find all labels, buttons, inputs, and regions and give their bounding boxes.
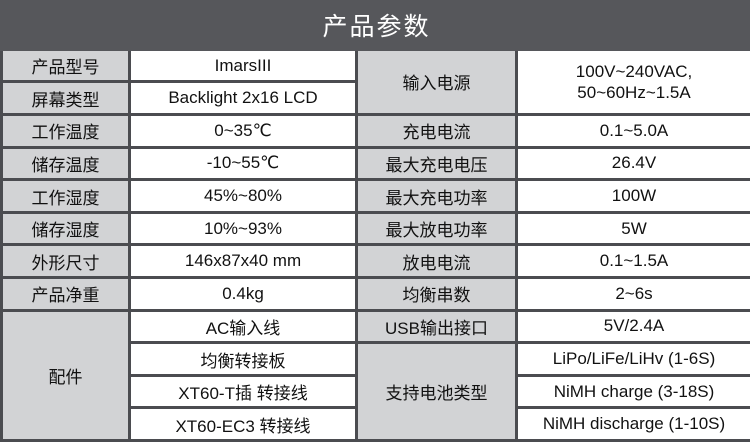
cell-xt60-t-adapter-value: XT60-T插 转接线	[128, 373, 358, 410]
cell-max-charge-power-value: 100W	[514, 178, 750, 214]
cell-xt60-ec3-adapter-value: XT60-EC3 转接线	[128, 406, 358, 442]
cell-charge-current-value: 0.1~5.0A	[514, 113, 750, 149]
cell-storage-temp-value: -10~55℃	[128, 145, 358, 182]
cell-storage-temp-label: 储存温度	[0, 145, 131, 182]
table-row: XT60-EC3 转接线 NiMH discharge (1-10S)	[2, 406, 750, 442]
cell-screen-type-label: 屏幕类型	[0, 80, 131, 117]
page-title: 产品参数	[0, 0, 750, 51]
cell-discharge-current-value: 0.1~1.5A	[514, 243, 750, 279]
cell-product-model-value: ImarsIII	[128, 47, 358, 84]
cell-storage-humidity-label: 储存湿度	[0, 210, 131, 247]
cell-ac-input-cable-value: AC输入线	[128, 308, 358, 345]
cell-accessories-label: 配件	[0, 308, 131, 442]
cell-battery-types-label: 支持电池类型	[355, 341, 518, 442]
cell-balance-cells-value: 2~6s	[514, 276, 750, 312]
cell-operating-humidity-label: 工作湿度	[0, 178, 131, 214]
cell-operating-temp-value: 0~35℃	[128, 113, 358, 149]
cell-usb-output-value: 5V/2.4A	[514, 308, 750, 345]
cell-dimensions-label: 外形尺寸	[0, 243, 131, 279]
cell-max-discharge-power-label: 最大放电功率	[355, 210, 518, 247]
table-row: 屏幕类型 Backlight 2x16 LCD	[0, 80, 750, 117]
table-row: 储存温度 -10~55℃ 最大充电电压 26.4V	[0, 145, 750, 182]
cell-nimh-discharge-value: NiMH discharge (1-10S)	[514, 406, 750, 442]
table-row: XT60-T插 转接线 NiMH charge (3-18S)	[2, 373, 750, 410]
table-row: 均衡转接板 支持电池类型 LiPo/LiFe/LiHv (1-6S)	[2, 341, 750, 442]
cell-nimh-charge-value: NiMH charge (3-18S)	[514, 373, 750, 410]
table-row: 产品净重 0.4kg 均衡串数 2~6s	[0, 276, 750, 312]
table-header-row: 产品参数	[0, 0, 750, 51]
cell-operating-temp-label: 工作温度	[0, 113, 131, 149]
cell-input-power-label: 输入电源	[355, 47, 518, 117]
cell-product-model-label: 产品型号	[0, 47, 131, 84]
table-row: 产品型号 ImarsIII 输入电源 100V~240VAC, 50~60Hz~…	[0, 47, 750, 117]
cell-screen-type-value: Backlight 2x16 LCD	[128, 80, 358, 117]
cell-input-power-value: 100V~240VAC, 50~60Hz~1.5A	[514, 47, 750, 117]
cell-max-charge-voltage-value: 26.4V	[514, 145, 750, 182]
cell-charge-current-label: 充电电流	[355, 113, 518, 149]
cell-max-discharge-power-value: 5W	[514, 210, 750, 247]
table-row: 工作湿度 45%~80% 最大充电功率 100W	[0, 178, 750, 214]
cell-storage-humidity-value: 10%~93%	[128, 210, 358, 247]
cell-balance-cells-label: 均衡串数	[355, 276, 518, 312]
table-row: 工作温度 0~35℃ 充电电流 0.1~5.0A	[0, 113, 750, 149]
cell-max-charge-voltage-label: 最大充电电压	[355, 145, 518, 182]
cell-balance-adapter-board-value: 均衡转接板	[128, 341, 358, 377]
table-row: 配件 AC输入线 USB输出接口 5V/2.4A	[0, 308, 750, 442]
cell-lipo-life-lihv-value: LiPo/LiFe/LiHv (1-6S)	[514, 341, 750, 377]
table-row: 外形尺寸 146x87x40 mm 放电电流 0.1~1.5A	[0, 243, 750, 279]
cell-operating-humidity-value: 45%~80%	[128, 178, 358, 214]
cell-net-weight-label: 产品净重	[0, 276, 131, 312]
table-row: 储存湿度 10%~93% 最大放电功率 5W	[0, 210, 750, 247]
cell-discharge-current-label: 放电电流	[355, 243, 518, 279]
cell-net-weight-value: 0.4kg	[128, 276, 358, 312]
cell-max-charge-power-label: 最大充电功率	[355, 178, 518, 214]
cell-dimensions-value: 146x87x40 mm	[128, 243, 358, 279]
cell-usb-output-label: USB输出接口	[355, 308, 518, 345]
